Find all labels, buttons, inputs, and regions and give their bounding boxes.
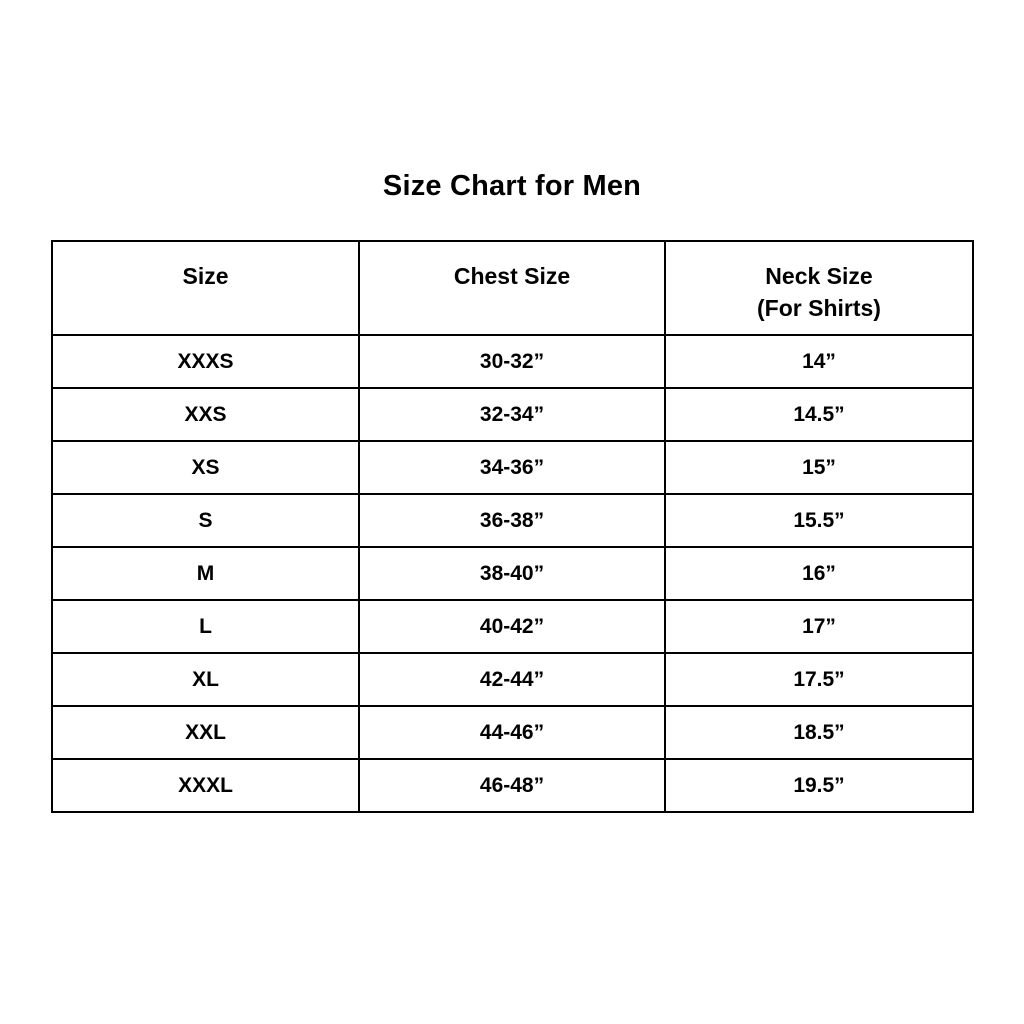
column-header-chest-size: Chest Size — [358, 240, 666, 336]
cell-size: S — [51, 493, 360, 548]
size-chart-table: Size Chest Size Neck Size (For Shirts) X… — [51, 240, 974, 813]
size-table-container: Size Chest Size Neck Size (For Shirts) X… — [51, 240, 974, 813]
column-header-size: Size — [51, 240, 360, 336]
cell-neck-size: 18.5” — [664, 705, 974, 760]
cell-neck-size: 17” — [664, 599, 974, 654]
column-header-chest-size-label: Chest Size — [453, 263, 571, 289]
table-row: XXXS 30-32” 14” — [51, 334, 974, 389]
cell-size: XXS — [51, 387, 360, 442]
cell-size: M — [51, 546, 360, 601]
cell-size: XL — [51, 652, 360, 707]
header-row: Size Chest Size Neck Size (For Shirts) — [51, 240, 974, 336]
cell-chest-size: 38-40” — [358, 546, 666, 601]
table-row: XXXL 46-48” 19.5” — [51, 758, 974, 813]
cell-size: XXL — [51, 705, 360, 760]
table-row: S 36-38” 15.5” — [51, 493, 974, 548]
cell-size: XS — [51, 440, 360, 495]
cell-neck-size: 14” — [664, 334, 974, 389]
table-row: L 40-42” 17” — [51, 599, 974, 654]
table-body: XXXS 30-32” 14” XXS 32-34” 14.5” XS 34-3… — [51, 334, 974, 813]
cell-size: L — [51, 599, 360, 654]
cell-chest-size: 30-32” — [358, 334, 666, 389]
cell-size: XXXS — [51, 334, 360, 389]
cell-chest-size: 46-48” — [358, 758, 666, 813]
cell-neck-size: 15.5” — [664, 493, 974, 548]
column-header-neck-size: Neck Size (For Shirts) — [664, 240, 974, 336]
page-title: Size Chart for Men — [382, 170, 642, 202]
column-header-neck-size-label: Neck Size — [765, 263, 873, 289]
cell-chest-size: 44-46” — [358, 705, 666, 760]
cell-neck-size: 15” — [664, 440, 974, 495]
table-row: XL 42-44” 17.5” — [51, 652, 974, 707]
cell-neck-size: 19.5” — [664, 758, 974, 813]
column-header-size-label: Size — [182, 263, 229, 289]
table-row: XS 34-36” 15” — [51, 440, 974, 495]
cell-neck-size: 14.5” — [664, 387, 974, 442]
cell-size: XXXL — [51, 758, 360, 813]
cell-chest-size: 42-44” — [358, 652, 666, 707]
cell-neck-size: 17.5” — [664, 652, 974, 707]
table-row: XXL 44-46” 18.5” — [51, 705, 974, 760]
column-header-neck-size-sublabel: (For Shirts) — [757, 295, 881, 321]
cell-chest-size: 34-36” — [358, 440, 666, 495]
cell-chest-size: 40-42” — [358, 599, 666, 654]
table-row: XXS 32-34” 14.5” — [51, 387, 974, 442]
cell-neck-size: 16” — [664, 546, 974, 601]
table-row: M 38-40” 16” — [51, 546, 974, 601]
cell-chest-size: 32-34” — [358, 387, 666, 442]
table-header: Size Chest Size Neck Size (For Shirts) — [51, 240, 974, 336]
cell-chest-size: 36-38” — [358, 493, 666, 548]
